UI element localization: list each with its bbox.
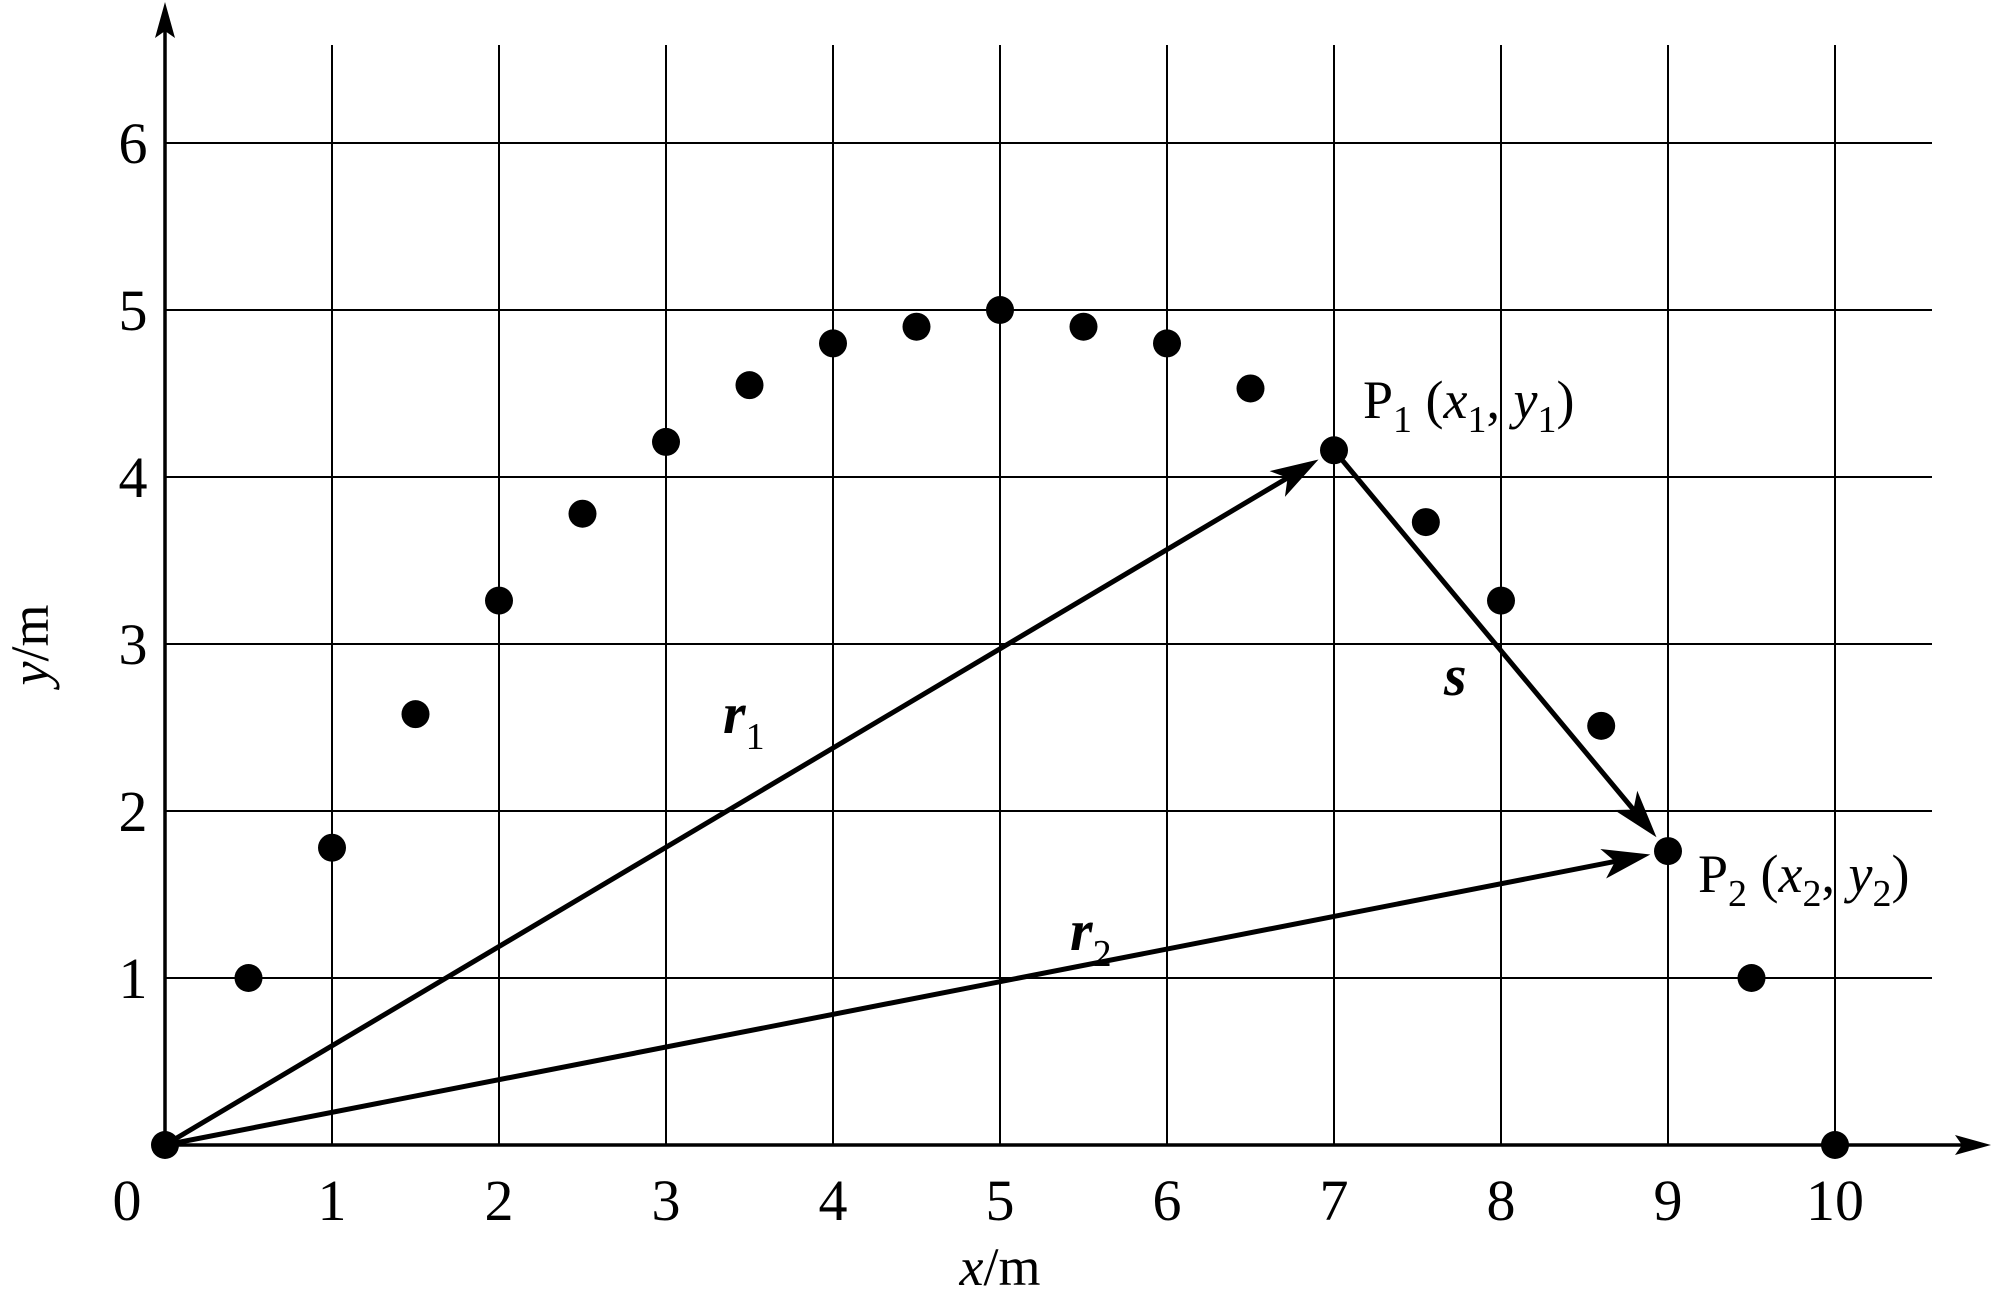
data-point-10 [986,296,1014,324]
y-tick-label-2: 2 [119,779,148,844]
x-tick-label-7: 7 [1320,1168,1349,1233]
vector-r2-head [1600,849,1651,879]
vector-label-r1: r1 [723,681,765,758]
vectors [163,448,1657,1148]
p2-xvar: x [1778,844,1803,904]
x-tick-label-9: 9 [1654,1168,1683,1233]
p1-ysub: 1 [1537,399,1556,441]
y-axis-label: y/m [0,605,60,691]
p1-yvar: y [1509,370,1538,430]
p2-yvar: y [1844,844,1873,904]
x-tick-label-6: 6 [1153,1168,1182,1233]
data-point-2 [318,833,346,862]
vector-s-head [1614,790,1657,838]
x-axis-var: x [959,1237,984,1289]
x-axis-label: x/m [959,1237,1041,1289]
y-axis-unit: /m [0,605,60,662]
p2-ysub: 2 [1872,873,1891,915]
grid [165,45,1932,1145]
p1-xvar: x [1443,370,1468,430]
x-tick-label-2: 2 [485,1168,514,1233]
vector-s-shaft [1332,448,1636,812]
data-point-3 [401,700,430,729]
x-tick-label-4: 4 [819,1168,848,1233]
data-point-15 [1411,508,1440,537]
data-point-1 [234,964,263,992]
r2-name: r [1070,898,1093,963]
x-tick-label-8: 8 [1487,1168,1516,1233]
data-point-17 [1587,711,1616,740]
p1-sub: 1 [1393,399,1412,441]
data-point-16 [1487,586,1515,615]
data-point-6 [652,427,680,456]
y-axis-arrow [155,2,175,38]
point-label-p2: P2 (x2, y2) [1698,844,1909,915]
y-tick-label-5: 5 [119,278,148,343]
data-point-12 [1153,329,1181,358]
vector-label-r2: r2 [1070,898,1112,975]
y-axis-var: y [0,661,60,690]
vector-r1-head [1269,459,1319,497]
p1-xsub: 1 [1468,399,1487,441]
axes [155,2,1991,1155]
x-tick-label-10: 10 [1806,1168,1864,1233]
data-point-9 [902,312,931,341]
vector-label-s: s [1443,643,1467,708]
x-axis-arrow [1955,1135,1991,1155]
data-point-20 [1821,1131,1849,1159]
data-point-19 [1737,964,1766,992]
data-point-7 [735,371,764,400]
point-label-p1: P1 (x1, y1) [1363,370,1574,441]
data-point-4 [485,586,513,615]
data-point-5 [568,499,597,528]
data-point-11 [1069,312,1098,341]
r1-sub: 1 [746,716,765,758]
x-tick-label-5: 5 [986,1168,1015,1233]
tick-labels: 0 1 2 3 4 5 6 7 8 9 10 1 2 3 4 5 6 [113,111,1865,1233]
data-point-8 [819,329,847,358]
x-tick-label-0: 0 [113,1168,142,1233]
p2-xsub: 2 [1803,873,1822,915]
y-tick-label-1: 1 [119,946,148,1011]
x-tick-label-3: 3 [652,1168,681,1233]
data-point-13 [1236,374,1265,403]
y-tick-label-4: 4 [119,445,148,510]
vector-r1-shaft [163,475,1289,1148]
data-point-18 [1654,837,1682,866]
y-tick-label-6: 6 [119,111,148,176]
p2-sub: 2 [1728,873,1747,915]
r2-sub: 2 [1093,933,1112,975]
x-tick-label-1: 1 [318,1168,347,1233]
y-tick-label-3: 3 [119,612,148,677]
x-axis-unit: /m [983,1237,1040,1289]
vector-r2-shaft [164,858,1616,1148]
r1-name: r [723,681,746,746]
p1-name: P [1363,370,1393,430]
p2-name: P [1698,844,1728,904]
